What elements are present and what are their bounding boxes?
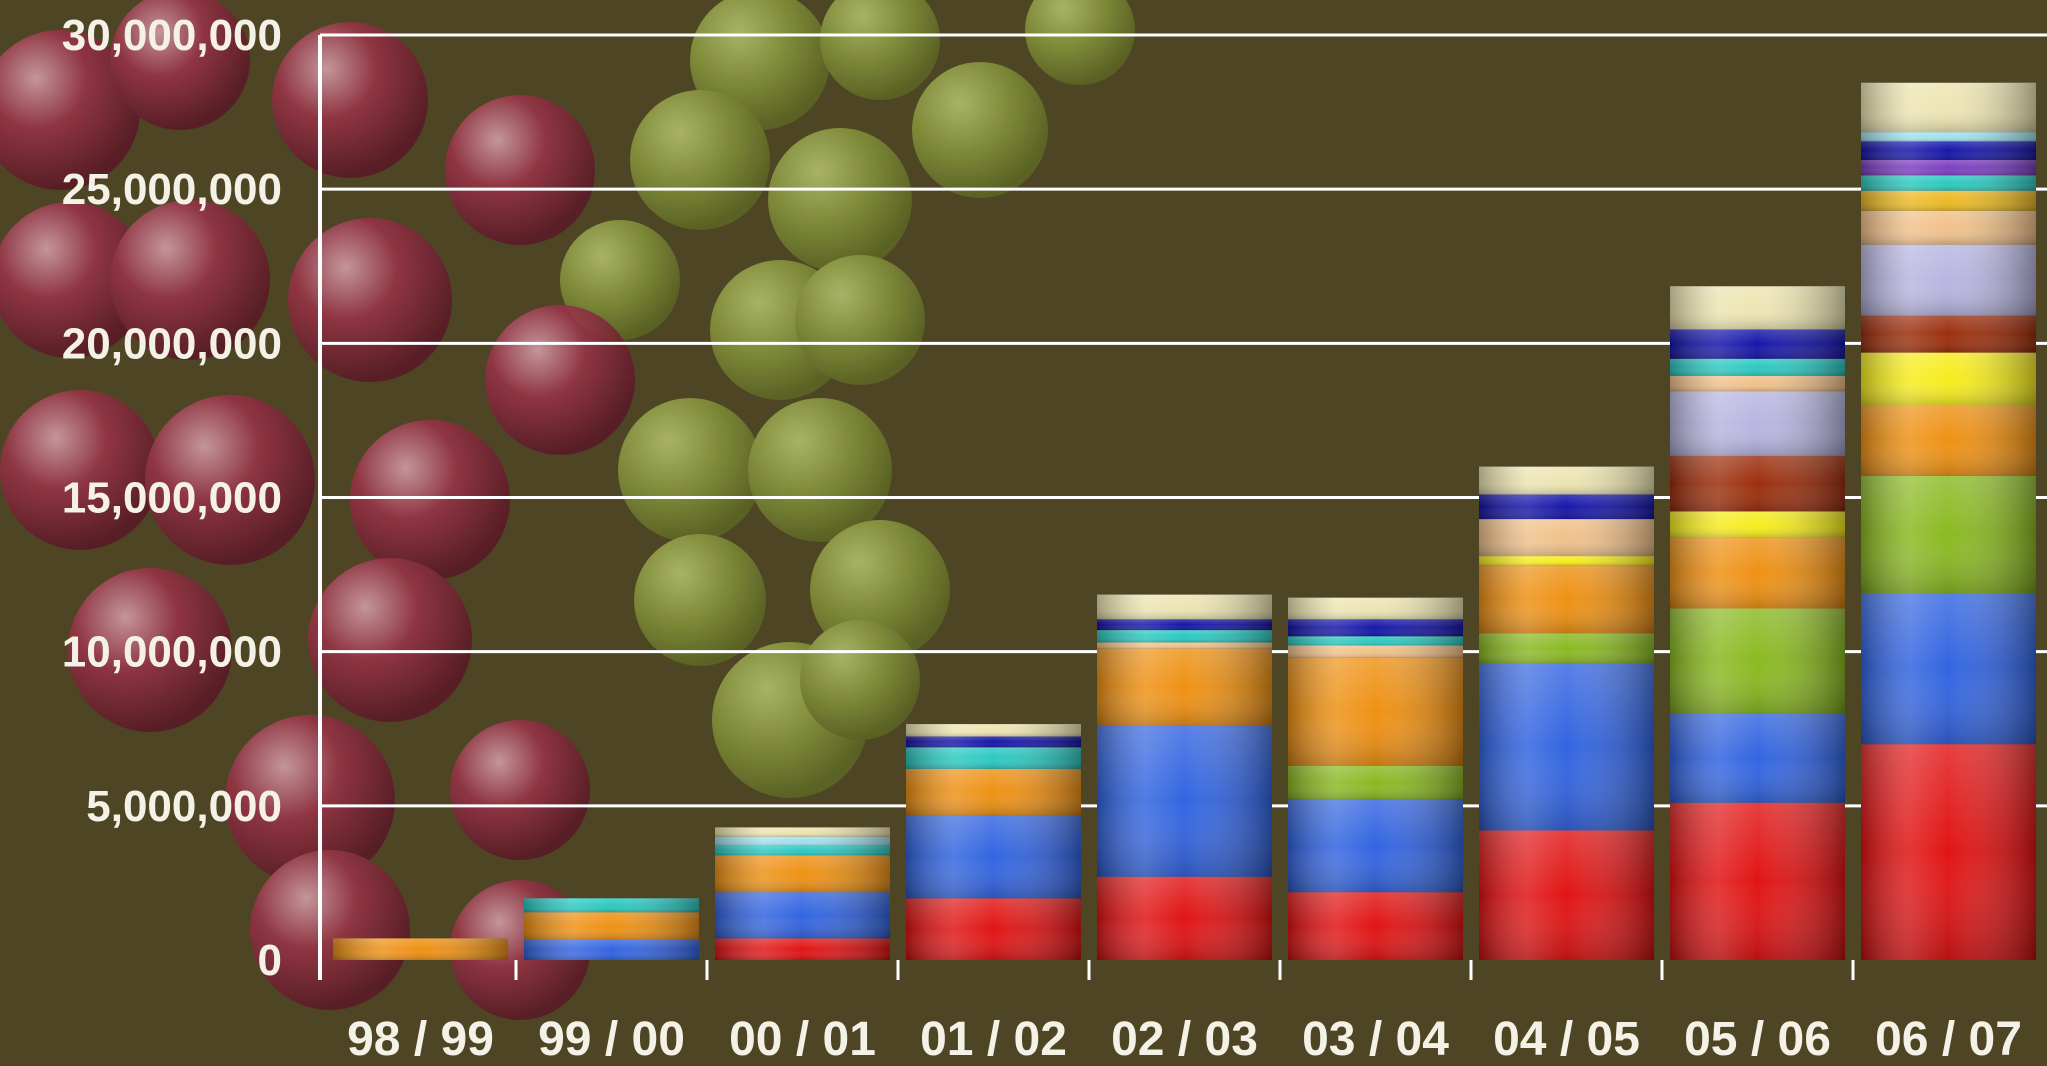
axes <box>318 35 1855 980</box>
stacked-bars <box>333 82 2036 961</box>
bar-stack <box>906 724 1081 960</box>
bar-shading <box>1670 286 1845 961</box>
bar-stack <box>1861 82 2036 960</box>
bar-stack <box>1097 594 1272 960</box>
bar-shading <box>1097 594 1272 960</box>
x-tick-label: 02 / 03 <box>1111 1013 1258 1066</box>
x-tick-label: 00 / 01 <box>729 1013 876 1066</box>
x-tick-label: 99 / 00 <box>538 1013 685 1066</box>
x-tick-labels: 98 / 99 99 / 00 00 / 01 01 / 02 02 / 03 03 / … <box>347 1013 2022 1066</box>
bar-shading <box>1861 82 2036 960</box>
y-tick-labels: 0 5,000,000 10,000,000 15,000,000 20,000,000… <box>62 11 282 985</box>
x-tick-label: 05 / 06 <box>1684 1013 1831 1066</box>
bar-shading <box>1288 597 1463 960</box>
bar-shading <box>333 938 508 960</box>
bar-shading <box>1479 466 1654 960</box>
grape-background-image <box>0 0 1135 1020</box>
bar-shading <box>906 724 1081 960</box>
y-tick-label: 10,000,000 <box>62 628 282 677</box>
bar-shading <box>524 898 699 960</box>
x-tick-label: 98 / 99 <box>347 1013 494 1066</box>
x-tick-label: 06 / 07 <box>1875 1013 2022 1066</box>
y-tick-label: 25,000,000 <box>62 165 282 214</box>
y-tick-label: 30,000,000 <box>62 11 282 60</box>
y-tick-label: 20,000,000 <box>62 319 282 368</box>
y-tick-label: 5,000,000 <box>86 782 282 831</box>
bar-stack <box>1479 466 1654 960</box>
bar-stack <box>1288 597 1463 960</box>
y-tick-label: 15,000,000 <box>62 474 282 523</box>
bar-stack <box>524 898 699 960</box>
y-tick-label: 0 <box>258 936 282 985</box>
x-tick-label: 01 / 02 <box>920 1013 1067 1066</box>
bar-stack <box>1670 286 1845 961</box>
bar-stack <box>333 938 508 960</box>
x-tick-label: 04 / 05 <box>1493 1013 1640 1066</box>
bar-stack <box>715 827 890 960</box>
bar-shading <box>715 827 890 960</box>
x-tick-label: 03 / 04 <box>1302 1013 1449 1066</box>
